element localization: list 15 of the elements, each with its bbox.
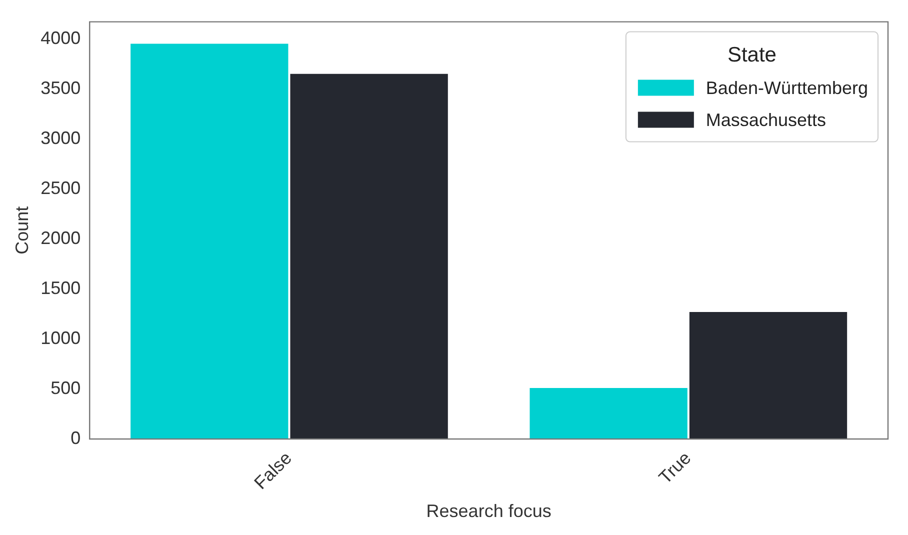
y-tick-label: 2500 xyxy=(40,178,81,198)
legend-label: Massachusetts xyxy=(706,110,826,130)
y-axis-title: Count xyxy=(12,206,32,254)
y-tick-label: 500 xyxy=(50,378,81,398)
legend-label: Baden-Württemberg xyxy=(706,78,868,98)
x-tick-label: True xyxy=(654,448,695,488)
y-tick-label: 3000 xyxy=(40,128,81,148)
y-tick-label: 1000 xyxy=(40,328,81,348)
y-tick-label: 0 xyxy=(70,428,81,448)
x-axis-title: Research focus xyxy=(426,501,552,522)
y-tick-label: 2000 xyxy=(40,228,81,248)
legend-title: State xyxy=(727,44,776,67)
y-tick-label: 1500 xyxy=(40,278,81,298)
y-tick-label: 4000 xyxy=(40,28,81,48)
y-tick-label: 3500 xyxy=(40,78,81,98)
